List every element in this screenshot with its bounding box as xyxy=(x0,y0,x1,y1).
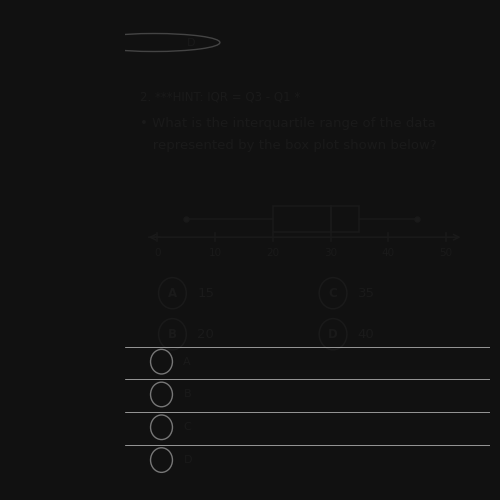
Text: 20: 20 xyxy=(266,248,280,258)
Text: 10: 10 xyxy=(208,248,222,258)
Text: 40: 40 xyxy=(382,248,395,258)
Text: 0: 0 xyxy=(154,248,160,258)
Text: D: D xyxy=(187,38,196,48)
Text: 30: 30 xyxy=(324,248,337,258)
Text: D: D xyxy=(184,455,192,465)
Text: 50: 50 xyxy=(440,248,452,258)
Text: • What is the interquartile range of the data: • What is the interquartile range of the… xyxy=(140,117,436,130)
Text: 35: 35 xyxy=(358,286,375,300)
Text: A: A xyxy=(168,286,177,300)
Bar xyxy=(273,206,360,232)
Text: A: A xyxy=(184,356,191,366)
Text: represented by the box plot shown below?: represented by the box plot shown below? xyxy=(140,140,436,152)
Text: B: B xyxy=(168,328,177,340)
Text: C: C xyxy=(328,286,338,300)
Text: C: C xyxy=(184,422,191,432)
Text: 2. ***HINT: IQR = Q3 - Q1 *: 2. ***HINT: IQR = Q3 - Q1 * xyxy=(140,90,300,104)
Text: 15: 15 xyxy=(198,286,214,300)
Text: 40: 40 xyxy=(358,328,374,340)
Text: 20: 20 xyxy=(198,328,214,340)
Text: B: B xyxy=(184,390,191,400)
Text: D: D xyxy=(328,328,338,340)
